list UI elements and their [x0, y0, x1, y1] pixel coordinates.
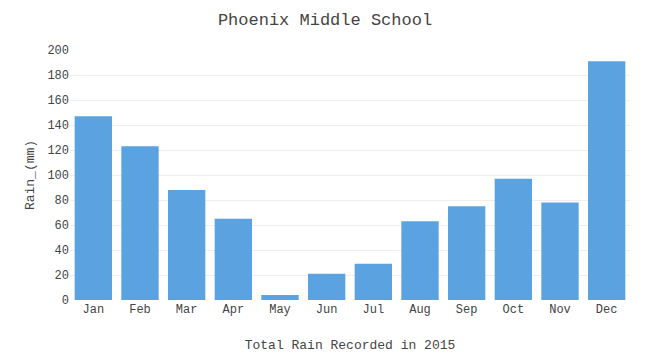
- svg-text:Oct: Oct: [503, 303, 525, 317]
- svg-text:Phoenix Middle School: Phoenix Middle School: [218, 11, 432, 30]
- svg-text:Feb: Feb: [129, 303, 151, 317]
- svg-text:May: May: [269, 303, 291, 317]
- svg-text:80: 80: [55, 194, 69, 208]
- svg-text:0: 0: [62, 294, 69, 308]
- svg-text:Jul: Jul: [363, 303, 385, 317]
- svg-text:Jun: Jun: [316, 303, 338, 317]
- svg-text:Mar: Mar: [176, 303, 198, 317]
- svg-text:120: 120: [47, 144, 69, 158]
- svg-text:Nov: Nov: [549, 303, 571, 317]
- svg-text:Total Rain Recorded in 2015: Total Rain Recorded in 2015: [245, 338, 456, 353]
- svg-text:180: 180: [47, 69, 69, 83]
- svg-text:200: 200: [47, 44, 69, 58]
- svg-text:Dec: Dec: [596, 303, 618, 317]
- svg-text:140: 140: [47, 119, 69, 133]
- svg-text:Sep: Sep: [456, 303, 478, 317]
- svg-text:60: 60: [55, 219, 69, 233]
- svg-text:Jan: Jan: [83, 303, 105, 317]
- svg-text:40: 40: [55, 244, 69, 258]
- svg-text:Apr: Apr: [223, 303, 245, 317]
- svg-text:100: 100: [47, 169, 69, 183]
- svg-text:20: 20: [55, 269, 69, 283]
- svg-text:Aug: Aug: [409, 303, 431, 317]
- svg-text:160: 160: [47, 94, 69, 108]
- svg-text:Rain_(mm): Rain_(mm): [23, 140, 38, 210]
